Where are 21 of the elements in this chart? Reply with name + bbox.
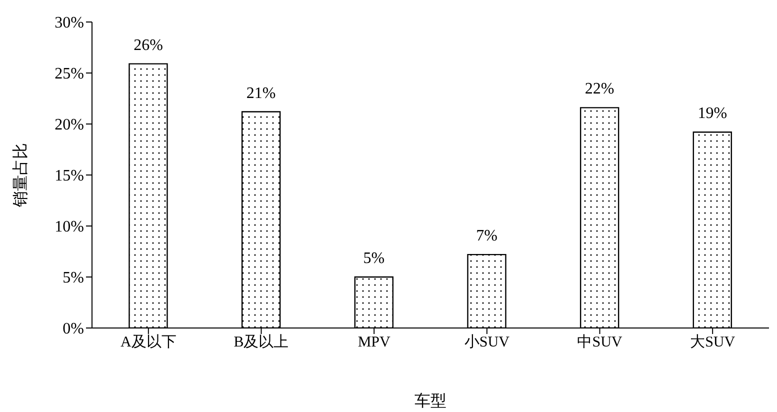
x-axis-title: 车型 bbox=[414, 392, 446, 410]
data-label: 19% bbox=[698, 105, 728, 122]
data-label: 22% bbox=[584, 80, 614, 98]
x-tick-label: MPV bbox=[358, 334, 391, 351]
x-tick-label: 大SUV bbox=[690, 334, 736, 351]
data-label: 26% bbox=[134, 36, 163, 54]
y-tick-label: 10% bbox=[54, 218, 84, 236]
data-label: 7% bbox=[476, 228, 498, 245]
y-tick-label: 20% bbox=[54, 116, 84, 134]
y-tick-label: 5% bbox=[62, 270, 84, 287]
x-tick-label: 中SUV bbox=[577, 334, 622, 351]
y-tick-label: 15% bbox=[54, 168, 84, 185]
data-label: 5% bbox=[363, 250, 385, 267]
x-tick-label: 小SUV bbox=[464, 334, 510, 351]
x-tick-label: A及以下 bbox=[120, 334, 176, 351]
data-label: 21% bbox=[246, 84, 276, 102]
x-tick-label: B及以上 bbox=[234, 334, 289, 351]
y-tick-label: 30% bbox=[54, 14, 84, 32]
y-tick-label: 0% bbox=[62, 320, 84, 338]
y-axis-title: 销量占比 bbox=[12, 143, 30, 208]
y-tick-label: 25% bbox=[54, 66, 84, 83]
